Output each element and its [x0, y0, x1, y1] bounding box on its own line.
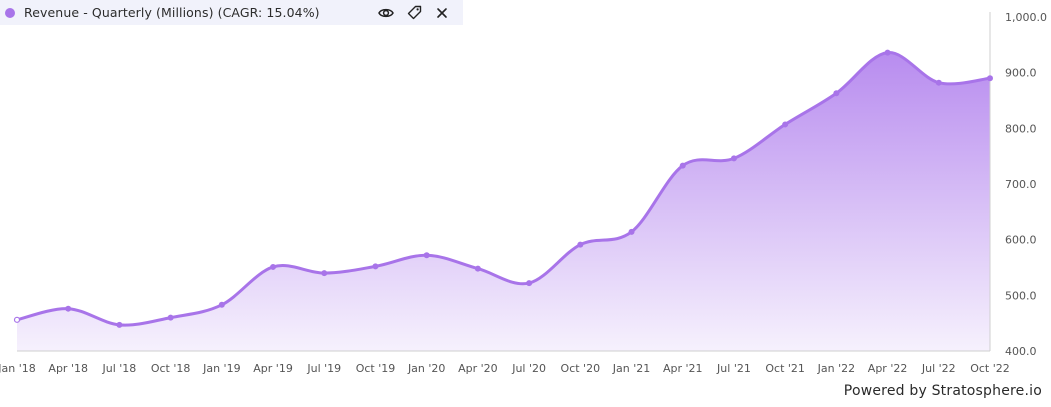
data-point[interactable] [116, 321, 123, 328]
x-tick-label: Oct '22 [970, 362, 1010, 375]
x-tick-label: Apr '19 [253, 362, 293, 375]
legend-series-title: Revenue - Quarterly (Millions) (CAGR: 15… [24, 5, 320, 20]
data-point[interactable] [13, 316, 21, 323]
area-fill [17, 52, 990, 352]
close-icon[interactable] [433, 4, 451, 22]
data-point[interactable] [577, 241, 584, 248]
y-tick-label: 500.0 [1005, 289, 1037, 302]
data-point[interactable] [423, 252, 430, 259]
data-point[interactable] [167, 314, 174, 321]
x-tick-label: Oct '20 [561, 362, 601, 375]
powered-by-footer: Powered by Stratosphere.io [843, 383, 1042, 399]
x-tick-label: Jan '18 [0, 362, 36, 375]
data-point[interactable] [372, 263, 379, 270]
x-tick-label: Jul '20 [511, 362, 546, 375]
y-tick-label: 700.0 [1005, 178, 1037, 191]
data-point[interactable] [935, 79, 942, 86]
data-point[interactable] [628, 228, 635, 235]
x-tick-label: Jan '22 [817, 362, 855, 375]
chart-legend: Revenue - Quarterly (Millions) (CAGR: 15… [0, 0, 463, 25]
x-tick-label: Apr '18 [48, 362, 88, 375]
data-point[interactable] [679, 162, 686, 169]
x-axis-labels: Jan '18 Apr '18 Jul '18 Oct '18 Jan '19 Apr '… [0, 362, 1010, 375]
y-tick-label: 900.0 [1005, 67, 1037, 80]
data-point[interactable] [884, 49, 891, 56]
data-point[interactable] [730, 155, 737, 162]
x-tick-label: Jan '21 [612, 362, 650, 375]
y-tick-label: 800.0 [1005, 122, 1037, 135]
x-tick-label: Oct '21 [765, 362, 805, 375]
x-tick-label: Oct '18 [151, 362, 191, 375]
x-tick-label: Jul '21 [716, 362, 751, 375]
y-tick-label: 1,000.0 [1005, 11, 1047, 24]
data-point[interactable] [65, 305, 72, 312]
data-point[interactable] [526, 280, 533, 287]
x-tick-label: Jul '22 [921, 362, 956, 375]
data-point[interactable] [987, 75, 993, 82]
x-tick-label: Apr '22 [868, 362, 908, 375]
legend-color-dot [5, 7, 15, 18]
x-tick-label: Jul '19 [306, 362, 341, 375]
x-tick-label: Jul '18 [102, 362, 137, 375]
axes [17, 12, 991, 352]
visibility-eye-icon[interactable] [377, 4, 395, 22]
y-tick-label: 600.0 [1005, 234, 1037, 247]
data-point[interactable] [782, 121, 789, 128]
tag-icon[interactable] [405, 4, 423, 22]
area-layer [16, 51, 991, 352]
data-point[interactable] [270, 263, 277, 270]
x-tick-label: Oct '19 [356, 362, 396, 375]
data-point[interactable] [321, 270, 328, 277]
y-axis-labels: 400.0 500.0 600.0 700.0 800.0 900.0 1,000.0 [1005, 11, 1047, 358]
data-point[interactable] [833, 90, 840, 97]
data-points [13, 49, 993, 328]
x-tick-label: Apr '20 [458, 362, 498, 375]
data-point[interactable] [474, 265, 481, 272]
legend-actions [367, 0, 451, 25]
data-point[interactable] [218, 301, 225, 308]
y-tick-label: 400.0 [1005, 345, 1037, 358]
x-tick-label: Jan '20 [407, 362, 445, 375]
x-tick-label: Apr '21 [663, 362, 703, 375]
x-tick-label: Jan '19 [202, 362, 240, 375]
